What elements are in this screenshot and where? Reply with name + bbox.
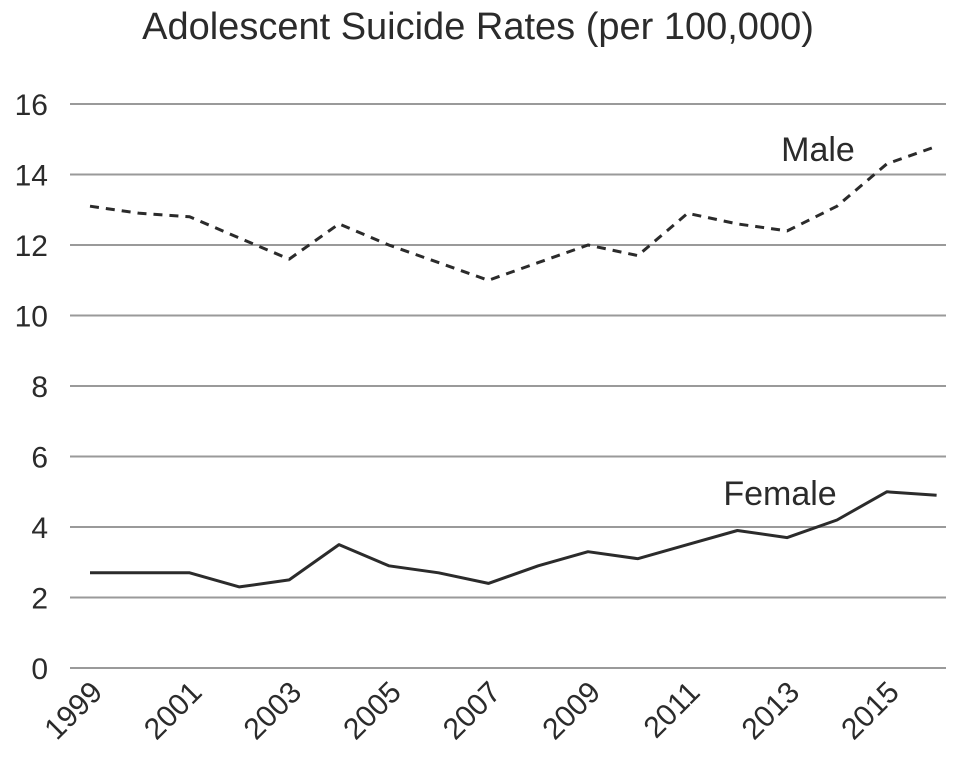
x-tick-label-2005: 2005 — [337, 676, 408, 747]
chart-title: Adolescent Suicide Rates (per 100,000) — [142, 6, 814, 48]
y-tick-label-4: 4 — [31, 512, 48, 545]
x-tick-label-2015: 2015 — [835, 676, 906, 747]
x-tick-label-2007: 2007 — [437, 676, 508, 747]
x-tick-label-2001: 2001 — [138, 676, 209, 747]
series-line-male — [89, 144, 938, 282]
y-tick-label-10: 10 — [15, 301, 48, 334]
x-tick-label-1999: 1999 — [38, 676, 109, 747]
y-tick-label-6: 6 — [31, 442, 48, 475]
y-tick-label-2: 2 — [31, 583, 48, 616]
x-tick-label-2013: 2013 — [736, 676, 807, 747]
series-label-female: Female — [723, 475, 836, 513]
x-tick-label-2009: 2009 — [536, 676, 607, 747]
y-tick-label-0: 0 — [31, 653, 48, 686]
y-tick-label-12: 12 — [15, 230, 48, 263]
y-tick-label-14: 14 — [15, 160, 48, 193]
x-tick-label-2011: 2011 — [638, 676, 707, 745]
x-tick-label-2003: 2003 — [238, 676, 309, 747]
series-label-male: Male — [781, 131, 855, 169]
y-tick-label-8: 8 — [31, 371, 48, 404]
series-line-female — [90, 490, 937, 589]
y-tick-label-16: 16 — [15, 89, 48, 122]
